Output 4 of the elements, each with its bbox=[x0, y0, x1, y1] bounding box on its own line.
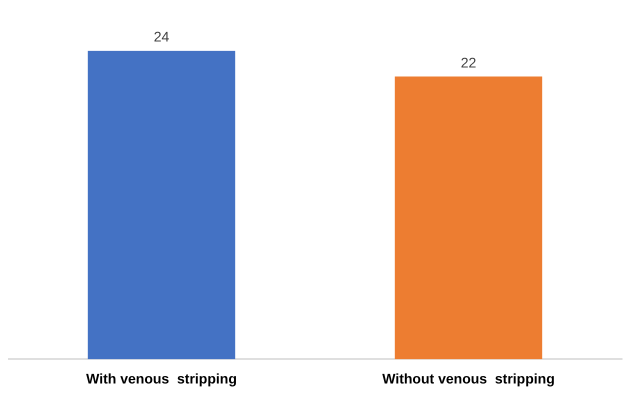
data-label: 22 bbox=[460, 54, 476, 70]
data-label: 24 bbox=[154, 28, 170, 45]
x-tick-label: Without venous stripping bbox=[382, 370, 555, 386]
x-tick-label: With venous stripping bbox=[86, 370, 237, 386]
